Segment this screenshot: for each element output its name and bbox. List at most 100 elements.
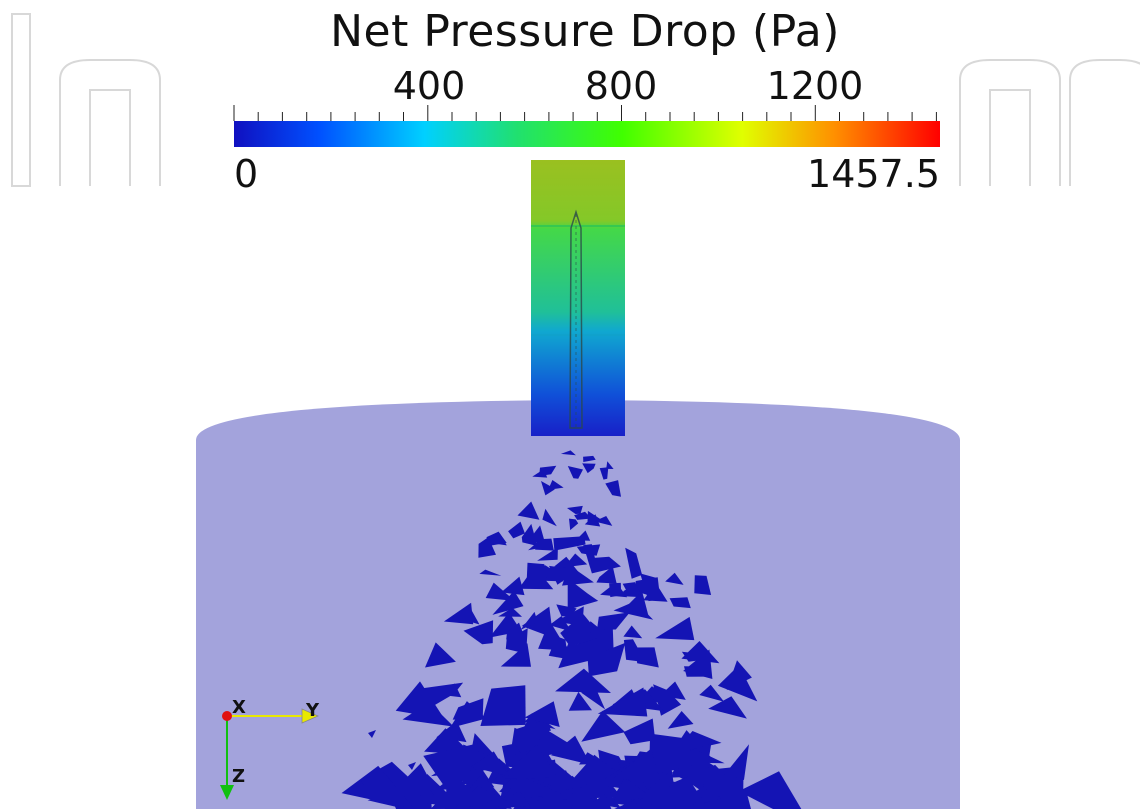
- fragment: [518, 566, 554, 590]
- fragment: [516, 719, 551, 740]
- y-axis-arrow: [301, 708, 319, 724]
- fragment: [587, 777, 611, 793]
- fragment: [597, 612, 630, 630]
- fragment: [585, 754, 613, 769]
- fragment: [606, 461, 614, 469]
- fragment: [408, 762, 416, 770]
- fragment: [433, 780, 490, 809]
- fragment: [581, 710, 626, 742]
- colorbar: [233, 105, 940, 147]
- colorbar-tick-label: 800: [584, 64, 658, 108]
- fragment: [587, 556, 621, 574]
- fragment: [542, 508, 557, 527]
- fragment: [594, 516, 613, 526]
- fragment: [478, 537, 496, 558]
- fragment: [605, 480, 621, 497]
- fragment-cloud: [341, 450, 802, 809]
- fragment: [596, 566, 617, 584]
- fragment: [549, 565, 571, 585]
- fragment: [575, 530, 591, 541]
- fragment: [667, 711, 694, 729]
- fragment: [582, 463, 596, 474]
- fragment: [521, 523, 538, 546]
- fragment: [360, 777, 368, 785]
- fragment: [623, 718, 656, 745]
- fragment: [582, 794, 612, 809]
- fragment: [495, 790, 531, 809]
- fragment: [576, 544, 601, 556]
- fragment: [402, 702, 454, 727]
- fragment: [498, 607, 522, 617]
- fragment: [583, 455, 596, 462]
- fragment: [708, 696, 747, 719]
- fragment: [414, 682, 464, 707]
- fragment: [535, 538, 554, 551]
- fragment: [587, 642, 626, 677]
- fragment: [539, 465, 557, 476]
- fragment: [669, 597, 691, 609]
- colorbar-tick-label: 1200: [766, 64, 864, 108]
- fragment: [500, 744, 557, 779]
- colorbar-min-label: 0: [234, 152, 259, 196]
- fragment: [558, 641, 600, 669]
- fragment: [567, 505, 583, 514]
- fragment: [635, 647, 659, 668]
- fragment: [655, 616, 695, 641]
- inlet-pipe: [531, 160, 625, 436]
- fragment: [635, 577, 661, 599]
- fragment: [492, 533, 507, 546]
- fragment: [597, 687, 648, 717]
- fragment: [568, 691, 592, 711]
- fragment: [556, 604, 577, 617]
- fragment: [485, 582, 515, 601]
- fragment: [425, 642, 456, 668]
- x-axis-label: X: [232, 697, 246, 718]
- fragment: [569, 518, 579, 531]
- colorbar-tick-label: 400: [392, 64, 466, 108]
- fragment: [589, 628, 612, 643]
- fragment: [614, 800, 643, 809]
- fragment: [548, 480, 564, 490]
- fragment: [443, 602, 474, 625]
- fragment: [452, 698, 484, 720]
- fragment: [623, 625, 643, 639]
- fragment: [508, 521, 525, 539]
- fragment: [613, 748, 661, 785]
- fragment: [622, 582, 641, 596]
- fragment: [430, 787, 438, 795]
- fragment: [599, 467, 609, 480]
- fragment: [560, 450, 576, 456]
- fragment: [517, 501, 540, 520]
- fragment: [538, 620, 568, 651]
- z-axis-arrow: [220, 785, 234, 800]
- fragment: [455, 744, 506, 774]
- fragment: [368, 730, 376, 738]
- fragment: [665, 572, 684, 585]
- fragment: [367, 761, 417, 785]
- colorbar-max-label: 1457.5: [807, 152, 940, 196]
- fragment: [699, 684, 725, 702]
- fragment: [694, 575, 712, 595]
- fragment: [638, 780, 688, 809]
- fragment: [480, 685, 526, 726]
- fragment: [717, 665, 758, 702]
- fragment: [341, 765, 415, 809]
- fragment: [541, 481, 555, 496]
- fragment: [563, 553, 588, 568]
- fragment: [738, 771, 802, 809]
- fragment: [555, 668, 611, 693]
- fragment: [492, 590, 524, 615]
- fragment: [470, 751, 510, 777]
- x-axis-point: [222, 711, 232, 721]
- fragment: [463, 620, 494, 645]
- y-axis-label: Y: [306, 700, 320, 721]
- orientation-axes: [220, 708, 319, 800]
- watermark: [11, 13, 1140, 187]
- z-axis-label: Z: [232, 766, 246, 787]
- fragment: [567, 466, 583, 479]
- fragment: [560, 614, 602, 647]
- fragment: [520, 611, 538, 630]
- fragment: [527, 789, 573, 809]
- fragment: [436, 721, 467, 743]
